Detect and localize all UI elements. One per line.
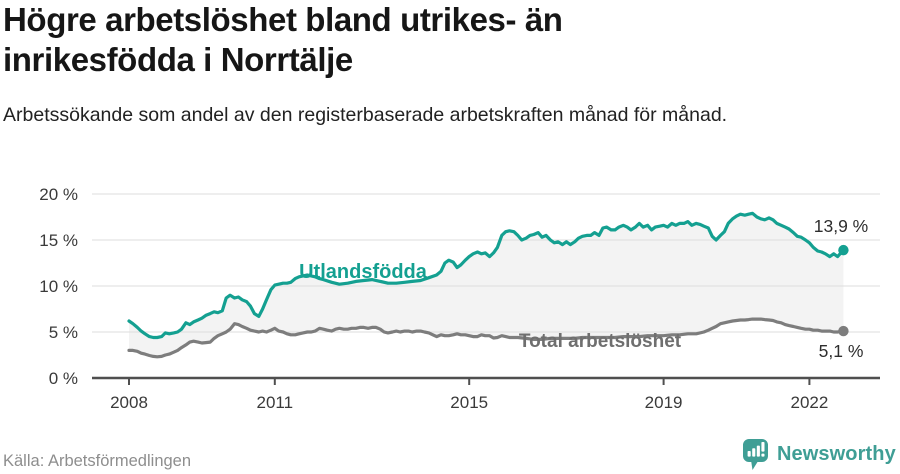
series-line-total — [127, 317, 846, 359]
series-line-utlandsfodda — [127, 211, 846, 340]
y-tick-label-0: 0 % — [49, 369, 78, 388]
end-value-total: 5,1 % — [819, 341, 864, 361]
x-tick-label-2011: 2011 — [257, 393, 294, 412]
y-tick-label-15: 15 % — [39, 231, 78, 250]
y-tick-label-5: 5 % — [49, 323, 78, 342]
x-tick-label-2015: 2015 — [450, 393, 488, 412]
line-chart-svg: 2008 2011 2015 2019 2022 0 % 5 % 10 % 15 % 20 % Ut… — [39, 185, 880, 412]
chart-subtitle: Arbetssökande som andel av den registerb… — [3, 104, 728, 126]
x-tick-label-2019: 2019 — [645, 393, 683, 412]
y-tick-label-20: 20 % — [39, 185, 78, 204]
fill-between-series — [129, 213, 844, 357]
endpoint-dot-total — [838, 325, 849, 337]
endpoint-dot-utlandsfodda — [838, 244, 849, 256]
source-note: Källa: Arbetsförmedlingen — [3, 452, 192, 470]
line-chart: 2008 2011 2015 2019 2022 0 % 5 % 10 % 15 % 20 % Ut… — [0, 180, 900, 424]
series-label-utlandsfodda: Utlandsfödda — [299, 261, 428, 283]
newsworthy-logo: Newsworthy — [742, 438, 896, 471]
brand-name: Newsworthy — [777, 443, 896, 465]
x-tick-label-2008: 2008 — [110, 393, 148, 412]
page-title: Högre arbetslöshet bland utrikes- än inr… — [3, 1, 563, 78]
y-tick-label-10: 10 % — [39, 277, 78, 296]
x-tick-label-2022: 2022 — [790, 393, 828, 412]
series-label-total: Total arbetslöshet — [519, 331, 682, 352]
newsworthy-icon — [743, 439, 768, 470]
end-value-utlandsfodda: 13,9 % — [814, 216, 868, 236]
